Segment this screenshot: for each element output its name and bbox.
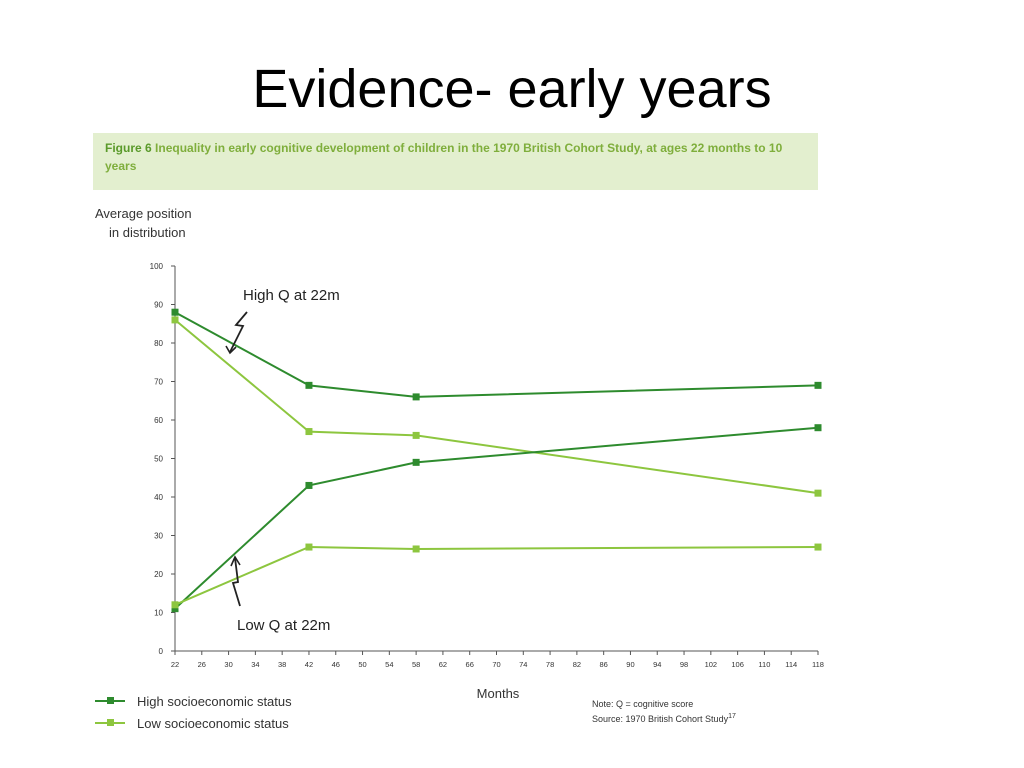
x-tick-label: 70: [492, 660, 500, 669]
data-point: [305, 481, 313, 489]
x-tick-label: 78: [546, 660, 554, 669]
x-tick-label: 66: [466, 660, 474, 669]
data-point: [171, 601, 179, 609]
x-tick-label: 62: [439, 660, 447, 669]
x-tick-label: 22: [171, 660, 179, 669]
x-tick-label: 42: [305, 660, 313, 669]
arrowhead-low-q: [230, 555, 241, 567]
x-axis-label: Months: [477, 686, 520, 701]
data-point: [412, 545, 420, 553]
x-tick-label: 90: [626, 660, 634, 669]
y-axis-label-line-2: in distribution: [109, 224, 186, 240]
series-line-0: [174, 311, 819, 398]
data-point: [412, 458, 420, 466]
data-point: [171, 308, 179, 316]
arrowhead-high-q: [225, 345, 237, 355]
data-point: [814, 381, 822, 389]
x-tick-label: 102: [705, 660, 718, 669]
x-tick-label: 34: [251, 660, 259, 669]
data-point: [305, 543, 313, 551]
series-line-2: [174, 426, 819, 610]
y-tick-label: 10: [154, 609, 163, 618]
arrow-high-q: [229, 311, 248, 353]
figure-label: Figure 6: [105, 141, 152, 155]
y-axis-label-line-1: Average position: [95, 206, 192, 221]
legend-item-low-ses: Low socioeconomic status: [95, 712, 292, 734]
y-tick-label: 80: [154, 339, 163, 348]
data-point: [171, 316, 179, 324]
data-point: [814, 489, 822, 497]
legend-swatch-low: [95, 719, 125, 726]
x-tick-label: 110: [758, 660, 770, 669]
y-tick-label: 70: [154, 378, 163, 387]
note-line: Note: Q = cognitive score: [592, 699, 694, 709]
data-point: [412, 431, 420, 439]
data-point: [814, 424, 822, 432]
source-text: Source: 1970 British Cohort Study: [592, 714, 729, 725]
x-tick-label: 50: [358, 660, 366, 669]
x-tick-label: 74: [519, 660, 527, 669]
x-tick-label: 30: [224, 660, 232, 669]
slide-title: Evidence- early years: [252, 59, 772, 119]
legend-label-high: High socioeconomic status: [137, 693, 292, 709]
figure-caption-box: Figure 6 Inequality in early cognitive d…: [93, 133, 818, 190]
data-point: [171, 605, 179, 613]
x-tick-label: 46: [332, 660, 340, 669]
legend-swatch-high: [95, 697, 125, 704]
x-tick-label: 26: [198, 660, 206, 669]
x-tick-label: 98: [680, 660, 688, 669]
source-line: Source: 1970 British Cohort Study17: [592, 711, 736, 726]
y-tick-label: 50: [154, 455, 163, 464]
x-tick-label: 54: [385, 660, 393, 669]
y-tick-label: 20: [154, 570, 163, 579]
source-note: Note: Q = cognitive score Source: 1970 B…: [592, 697, 736, 727]
x-tick-label: 86: [599, 660, 607, 669]
legend: High socioeconomic status Low socioecono…: [95, 690, 292, 734]
annotation-high-q: High Q at 22m: [243, 287, 340, 304]
legend-label-low: Low socioeconomic status: [137, 715, 289, 731]
annotation-low-q: Low Q at 22m: [237, 617, 330, 634]
x-tick-label: 118: [812, 660, 824, 669]
y-tick-label: 30: [154, 532, 163, 541]
x-tick-label: 114: [785, 660, 797, 669]
x-tick-label: 82: [573, 660, 581, 669]
y-tick-label: 40: [154, 493, 163, 502]
x-tick-label: 94: [653, 660, 661, 669]
y-tick-label: 0: [159, 647, 164, 656]
y-axis-label: Average position in distribution: [95, 205, 192, 243]
y-tick-label: 100: [150, 262, 164, 271]
x-tick-label: 58: [412, 660, 420, 669]
figure-caption: Inequality in early cognitive developmen…: [105, 141, 783, 173]
data-point: [305, 381, 313, 389]
arrow-low-q: [231, 557, 241, 607]
y-tick-label: 60: [154, 416, 163, 425]
series-line-3: [174, 545, 819, 606]
data-point: [305, 428, 313, 436]
x-tick-label: 106: [731, 660, 744, 669]
data-point: [814, 543, 822, 551]
legend-item-high-ses: High socioeconomic status: [95, 690, 292, 712]
source-ref: 17: [728, 713, 736, 721]
x-tick-label: 38: [278, 660, 286, 669]
series-line-1: [174, 319, 819, 495]
y-tick-label: 90: [154, 301, 163, 310]
data-point: [412, 393, 420, 401]
